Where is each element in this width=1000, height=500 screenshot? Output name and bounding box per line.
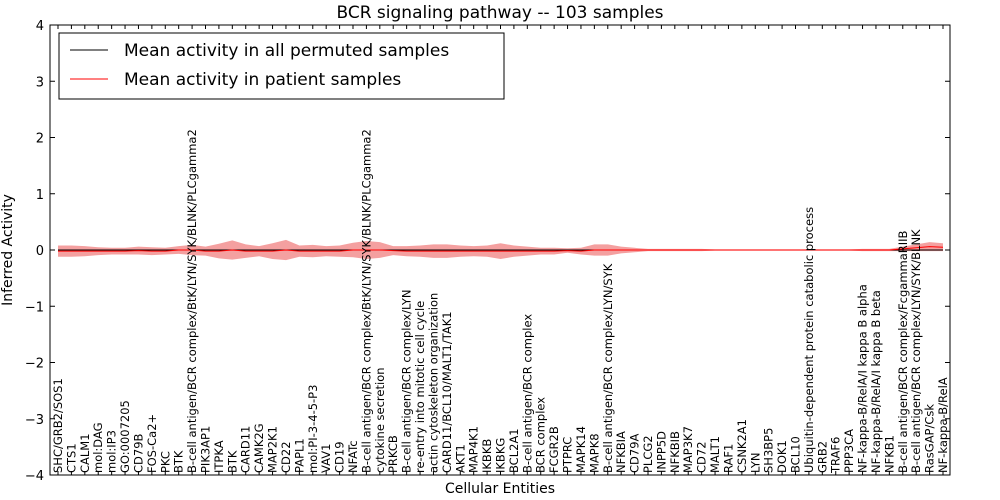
category-label: IKBKG [494, 438, 508, 473]
category-label: CD79B [132, 433, 146, 473]
legend-box [58, 32, 505, 100]
series-line-patient [58, 246, 944, 252]
category-label: RAF1 [722, 444, 736, 473]
category-label: CTS1 [64, 443, 78, 473]
category-label: IKBKB [480, 439, 494, 473]
category-label: PKC [158, 451, 172, 473]
category-label: VAV1 [319, 444, 333, 473]
legend: Mean activity in all permuted samples Me… [58, 32, 505, 100]
category-label: CD22 [279, 441, 293, 473]
category-label: DOK1 [775, 440, 789, 473]
category-label: NF-kappa-B/RelA/I kappa B alpha [856, 284, 870, 473]
category-label: cytokine secretion [373, 367, 387, 473]
category-label: NF-kappa-B/RelA/I kappa B beta [869, 290, 883, 473]
category-label: B-cell antigen/BCR complex/LYN/SYK/BLNK [909, 229, 923, 473]
category-label: GO:0007205 [118, 400, 132, 473]
category-label: CALM1 [78, 433, 92, 473]
category-label: FCGR2B [547, 426, 561, 473]
category-label: MAP2K1 [266, 426, 280, 473]
y-tick-label: 0 [36, 244, 44, 259]
category-label: NFKBIA [614, 431, 628, 473]
category-label: BTK [172, 450, 186, 473]
y-tick-label: −3 [25, 413, 44, 428]
legend-label-permuted: Mean activity in all permuted samples [124, 41, 449, 61]
category-label: TRAF6 [829, 437, 843, 474]
category-label: BCL2A1 [507, 428, 521, 473]
legend-label-patient: Mean activity in patient samples [124, 70, 401, 90]
x-axis-label: Cellular Entities [445, 481, 555, 497]
category-label: CD72 [695, 441, 709, 473]
category-label: MAPK8 [587, 433, 601, 473]
category-label: ITPKA [212, 440, 226, 473]
category-label: mol:DAG [91, 422, 105, 473]
category-label: BTK [225, 450, 239, 473]
category-label: B-cell antigen/BCR complex/BtK/LYN/SYK/B… [359, 129, 373, 473]
category-label: mol:PI-3-4-5-P3 [306, 385, 320, 473]
category-label: CAMK2G [252, 423, 266, 473]
y-tick-label: −1 [25, 300, 44, 315]
category-label: CSNK2A1 [735, 419, 749, 473]
category-label: LYN [748, 452, 762, 473]
category-label: MAP3K7 [681, 426, 695, 473]
category-label: FOS-Ca2+ [145, 414, 159, 473]
category-label: SHC/GRB2/SOS1 [51, 378, 65, 473]
category-label: PTPRC [561, 437, 575, 473]
y-tick-label: −4 [25, 469, 44, 484]
y-tick-label: 1 [36, 188, 44, 203]
category-label: PIK3AP1 [199, 426, 213, 473]
category-label: MAP4K1 [467, 426, 481, 473]
category-label: B-cell antigen/BCR complex/LYN [400, 289, 414, 473]
chart-title: BCR signaling pathway -- 103 samples [336, 3, 663, 23]
category-label: MAPK14 [574, 426, 588, 473]
category-label: B-cell antigen/BCR complex [520, 314, 534, 473]
category-label: CD19 [333, 441, 347, 473]
category-label: CARD11/BCL10/MALT1/TAK1 [440, 311, 454, 473]
category-label: PPP3CA [842, 429, 856, 473]
category-label: B-cell antigen/BCR complex/LYN/SYK [601, 263, 615, 473]
category-label: B-cell antigen/BCR complex/BtK/LYN/SYK/B… [185, 129, 199, 473]
category-label: RasGAP/Csk [923, 404, 937, 473]
category-label: mol:IP3 [105, 430, 119, 473]
category-label: Ubiquitin-dependent protein catabolic pr… [802, 207, 816, 473]
y-tick-label: −2 [25, 357, 44, 372]
category-label: B-cell antigen/BCR complex/FcgammaRIIB [896, 230, 910, 473]
category-label: MALT1 [708, 436, 722, 473]
category-label: BCL10 [789, 436, 803, 473]
category-label: NFKB1 [882, 435, 896, 473]
category-label: BCR complex [534, 397, 548, 473]
y-tick-label: 2 [36, 132, 44, 147]
y-tick-label: 3 [36, 75, 44, 90]
category-label: PAPL1 [292, 438, 306, 473]
category-label: PLCG2 [641, 435, 655, 473]
category-label: re-entry into mitotic cell cycle [413, 301, 427, 473]
category-label: actin cytoskeleton organization [427, 293, 441, 473]
category-label: NFKBIB [668, 431, 682, 473]
category-label: NFATc [346, 440, 360, 473]
y-axis-label: Inferred Activity [0, 194, 16, 306]
category-label: NF-kappa-B/RelA [936, 377, 950, 473]
category-label: CARD11 [239, 426, 253, 473]
category-label: GRB2 [815, 441, 829, 473]
category-label: SH3BP5 [762, 428, 776, 473]
category-label: INPP5D [654, 431, 668, 473]
category-label: PRKCB [386, 435, 400, 473]
category-label: CD79A [628, 433, 642, 473]
plot-frame [49, 24, 951, 476]
category-label: AKT1 [453, 444, 467, 473]
y-tick-label: 4 [36, 19, 44, 34]
